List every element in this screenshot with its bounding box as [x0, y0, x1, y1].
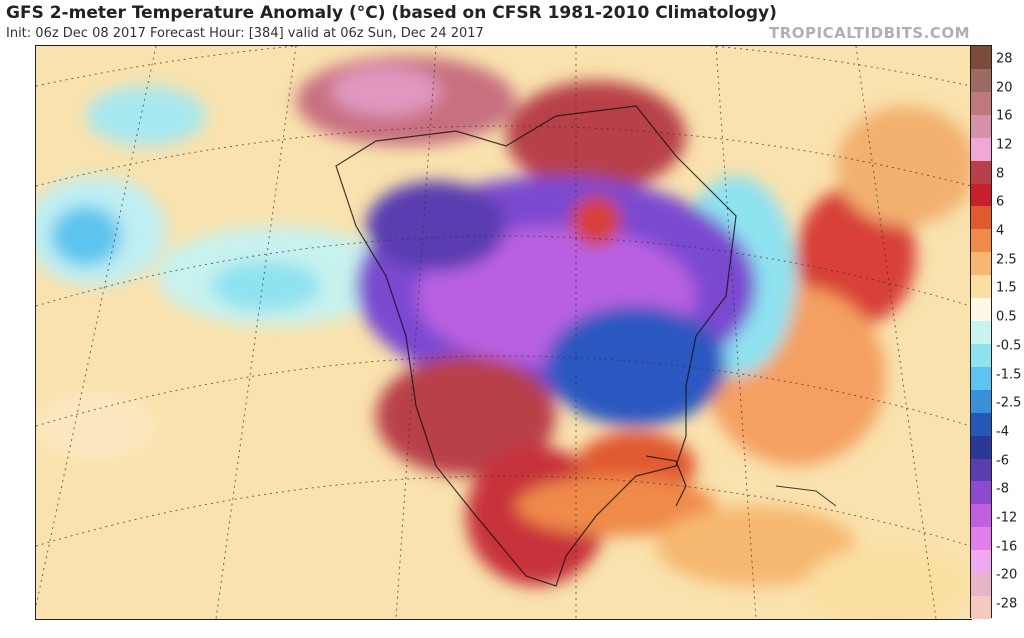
colorbar-tick-label: 8: [996, 166, 1005, 182]
temperature-anomaly-map: [35, 45, 972, 620]
colorbar-segment: [971, 275, 991, 299]
north-america-coastline: [335, 105, 737, 587]
colorbar-tick-label: 4: [996, 223, 1005, 239]
colorbar-segment: [971, 573, 991, 597]
colorbar-tick-label: -6: [996, 453, 1009, 469]
colorbar-tick-label: 28: [996, 51, 1013, 67]
colorbar-segment: [971, 68, 991, 93]
colorbar-segment: [971, 435, 991, 460]
colorbar-segment: [971, 114, 991, 139]
colorbar-tick-label: -2.5: [996, 395, 1022, 411]
colorbar-tick-label: -16: [996, 539, 1018, 555]
colorbar-segment: [971, 321, 991, 345]
source-watermark: TROPICALTIDBITS.COM: [769, 24, 970, 42]
warm-anomaly-western-us: [376, 356, 556, 476]
colorbar-tick-label: 16: [996, 108, 1013, 124]
colorbar-segment: [971, 366, 991, 391]
colorbar-segment: [971, 206, 991, 230]
forecast-valid-time: Init: 06z Dec 08 2017 Forecast Hour: [38…: [6, 26, 484, 41]
colorbar-segment: [971, 596, 991, 620]
colorbar-segment: [971, 229, 991, 253]
colorbar-tick-label: 2.5: [996, 252, 1017, 268]
colorbar-tick-label: -20: [996, 567, 1018, 583]
colorbar-segment: [971, 160, 991, 184]
colorbar-segment: [971, 46, 991, 70]
colorbar-segment: [971, 389, 991, 414]
colorbar-segment: [971, 550, 991, 574]
colorbar-segment: [971, 343, 991, 368]
colorbar-segment: [971, 252, 991, 276]
colorbar-segment: [971, 137, 991, 162]
colorbar-segment: [971, 298, 991, 322]
colorbar-tick-label: -28: [996, 596, 1018, 612]
colorbar-tick-label: -12: [996, 510, 1018, 526]
colorbar-tick-label: 6: [996, 194, 1005, 210]
colorbar-segment: [971, 481, 991, 505]
colorbar-segment: [971, 527, 991, 551]
colorbar-tick-label: 0.5: [996, 309, 1017, 325]
colorbar-segment: [971, 504, 991, 528]
colorbar-segment: [971, 91, 991, 116]
colorbar-tick-label: -4: [996, 424, 1009, 440]
colorbar-tick-label: -1.5: [996, 367, 1022, 383]
colorbar-segment: [971, 412, 991, 437]
colorbar-tick-label: -8: [996, 481, 1009, 497]
colorbar-tick-label: -0.5: [996, 338, 1022, 354]
colorbar-tick-label: 1.5: [996, 280, 1017, 296]
colorbar-segment: [971, 183, 991, 207]
colorbar-segment: [971, 458, 991, 482]
map-title: GFS 2-meter Temperature Anomaly (°C) (ba…: [6, 3, 777, 23]
temperature-anomaly-colorbar: [970, 45, 992, 620]
colorbar-tick-label: 20: [996, 80, 1013, 96]
colorbar-tick-label: 12: [996, 137, 1013, 153]
